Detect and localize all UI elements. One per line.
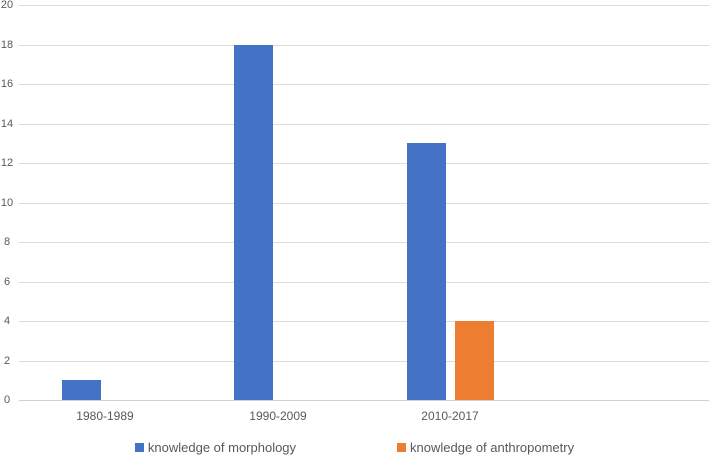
legend-swatch-morphology-icon: [134, 442, 144, 452]
y-tick-label-20: 20: [0, 0, 14, 11]
bar-1990-2009-series-0: [234, 44, 274, 400]
legend-entry-morphology: knowledge of morphology: [134, 439, 297, 455]
legend-entry-anthropometry: knowledge of anthropometry: [397, 440, 574, 455]
x-tick-label-1980-1989: 1980-1989: [76, 409, 134, 423]
gridline-y-6: [19, 282, 709, 283]
legend-swatch-anthropometry-icon: [397, 442, 407, 452]
x-axis-line: [19, 400, 709, 401]
y-tick-label-16: 16: [0, 78, 14, 90]
y-tick-label-2: 2: [3, 355, 11, 367]
gridline-y-16: [19, 84, 709, 85]
y-tick-label-10: 10: [0, 197, 14, 209]
y-tick-label-18: 18: [0, 39, 14, 51]
y-tick-label-8: 8: [3, 236, 11, 248]
gridline-y-10: [19, 203, 709, 204]
bar-1980-1989-series-0: [61, 380, 101, 401]
x-tick-label-2010-2017: 2010-2017: [421, 409, 479, 423]
gridline-y-8: [19, 242, 709, 243]
y-tick-label-0: 0: [3, 394, 11, 406]
bar-2010-2017-series-1: [454, 321, 494, 400]
y-tick-label-14: 14: [0, 118, 14, 130]
legend-label-morphology: knowledge of morphology: [147, 439, 297, 455]
gridline-y-18: [19, 45, 709, 46]
y-tick-label-6: 6: [3, 276, 11, 288]
gridline-y-14: [19, 124, 709, 125]
y-tick-label-12: 12: [0, 157, 14, 169]
legend-label-anthropometry: knowledge of anthropometry: [410, 439, 575, 455]
gridline-y-2: [19, 361, 709, 362]
gridline-y-20: [19, 5, 709, 6]
x-tick-label-1990-2009: 1990-2009: [249, 409, 307, 423]
gridline-y-4: [19, 321, 709, 322]
legend: knowledge of morphology knowledge of ant…: [0, 438, 709, 456]
bar-2010-2017-series-0: [406, 143, 446, 401]
gridline-y-12: [19, 163, 709, 164]
y-tick-label-4: 4: [3, 315, 11, 327]
